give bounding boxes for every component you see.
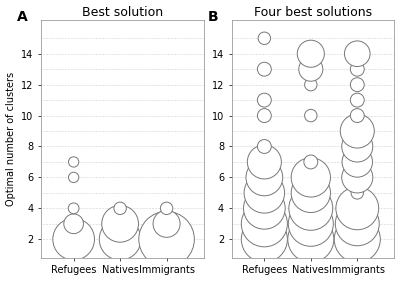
Point (354, 113, 360, 118)
Point (163, 221, 170, 226)
Point (261, 237, 268, 241)
Point (163, 237, 170, 241)
Point (261, 191, 268, 195)
Point (354, 237, 360, 241)
Point (70, 160, 77, 164)
Point (308, 113, 314, 118)
Point (261, 36, 268, 40)
Point (354, 221, 360, 226)
Text: B: B (208, 10, 218, 24)
Point (261, 175, 268, 180)
Point (261, 206, 268, 210)
Point (354, 67, 360, 71)
Point (117, 206, 123, 210)
Point (354, 51, 360, 56)
Point (261, 144, 268, 149)
Point (354, 206, 360, 210)
Point (261, 160, 268, 164)
Point (70, 175, 77, 180)
Point (70, 221, 77, 226)
Point (308, 67, 314, 71)
Point (261, 67, 268, 71)
Point (308, 221, 314, 226)
Point (354, 129, 360, 133)
Point (308, 191, 314, 195)
Point (70, 237, 77, 241)
Point (354, 82, 360, 87)
Point (308, 82, 314, 87)
Point (308, 160, 314, 164)
Point (308, 51, 314, 56)
Point (354, 144, 360, 149)
Point (308, 206, 314, 210)
Point (261, 221, 268, 226)
Point (308, 237, 314, 241)
Point (354, 160, 360, 164)
Y-axis label: Optimal number of clusters: Optimal number of clusters (6, 72, 16, 206)
Point (261, 113, 268, 118)
Point (261, 98, 268, 102)
Point (354, 175, 360, 180)
Point (163, 206, 170, 210)
Point (354, 98, 360, 102)
Point (117, 221, 123, 226)
Point (117, 237, 123, 241)
Title: Best solution: Best solution (82, 6, 163, 19)
Point (308, 175, 314, 180)
Text: A: A (17, 10, 28, 24)
Title: Four best solutions: Four best solutions (254, 6, 372, 19)
Point (354, 191, 360, 195)
Point (70, 206, 77, 210)
